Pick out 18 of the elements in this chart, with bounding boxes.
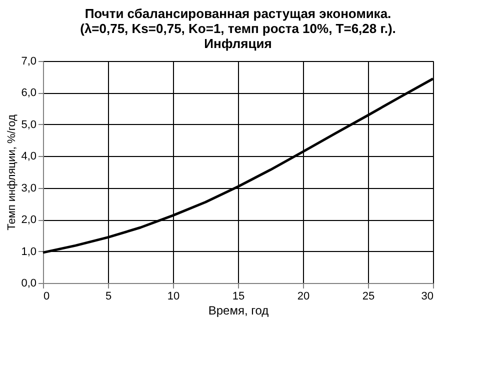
y-tick-label: 6,0 — [21, 87, 36, 100]
y-tick-label: 2,0 — [21, 214, 36, 226]
y-tick-label: 1,0 — [21, 246, 36, 258]
x-axis-title: Время, год — [208, 304, 269, 318]
x-tick-label: 10 — [167, 290, 180, 302]
y-tick-label: 3,0 — [21, 182, 36, 194]
y-tick-label: 5,0 — [21, 118, 36, 131]
y-tick-label: 4,0 — [21, 150, 36, 163]
y-tick-label: 0,0 — [21, 278, 36, 290]
y-axis-title: Темп инфляции, %/год — [6, 114, 18, 230]
x-tick-label: 30 — [421, 290, 434, 302]
x-tick-label: 25 — [362, 290, 375, 302]
x-tick-label: 15 — [232, 290, 245, 302]
x-tick-label: 0 — [44, 290, 50, 302]
chart-title: Почти сбалансированная растущая экономика. (λ=0,75, Ks=0,75, Ko=1, темп роста 10%, T=6,28 г.). Инфляция — [80, 6, 396, 51]
y-tick-label: 7,0 — [21, 56, 36, 68]
x-tick-label: 5 — [105, 290, 112, 302]
x-tick-label: 20 — [297, 290, 310, 302]
